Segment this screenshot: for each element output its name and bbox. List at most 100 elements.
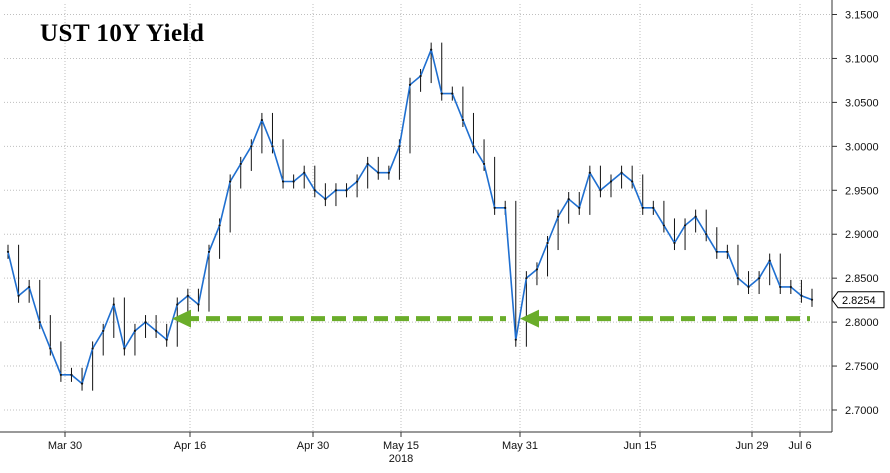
data-point	[292, 180, 295, 183]
data-point	[112, 303, 115, 306]
data-point	[493, 206, 496, 209]
series-segment	[599, 180, 612, 192]
series-segment	[176, 294, 189, 306]
series-segment	[726, 251, 739, 279]
data-point	[705, 233, 708, 236]
data-point	[715, 250, 718, 253]
x-tick-label: May 15	[383, 440, 419, 452]
series-segment	[91, 330, 105, 350]
data-point	[419, 74, 422, 78]
x-tick-label: Jun 29	[735, 440, 768, 452]
data-point	[599, 189, 602, 192]
series-segment	[514, 277, 528, 341]
y-tick-label: 2.8000	[845, 317, 879, 329]
y-tick-label: 2.9000	[845, 229, 879, 241]
series-segment	[303, 171, 316, 192]
data-point	[303, 171, 306, 174]
series-segment	[578, 171, 591, 209]
series-segment	[356, 163, 369, 183]
series-segment	[292, 171, 306, 183]
data-point	[398, 145, 401, 148]
data-point	[567, 197, 570, 201]
series-segment	[589, 171, 602, 192]
data-point	[588, 171, 591, 174]
data-point	[631, 180, 634, 183]
data-point	[17, 294, 20, 297]
data-point	[186, 294, 189, 297]
series-segment	[737, 277, 750, 288]
data-point	[281, 180, 285, 183]
data-point	[736, 277, 740, 280]
data-point	[747, 285, 750, 289]
data-point	[451, 92, 454, 95]
data-point	[662, 224, 665, 227]
data-point	[504, 206, 507, 209]
x-tick-label: Mar 30	[48, 440, 82, 452]
series-segment	[483, 163, 496, 209]
data-point	[133, 329, 137, 332]
series-segment	[271, 145, 284, 183]
series-segment	[451, 92, 464, 121]
data-point	[91, 347, 94, 350]
data-point	[758, 277, 761, 280]
series-segment	[747, 277, 760, 288]
data-point	[726, 250, 729, 253]
data-point	[207, 250, 211, 253]
data-point	[356, 180, 359, 183]
series-segment	[7, 251, 20, 297]
series-segment	[313, 189, 327, 200]
series-segment	[398, 84, 411, 148]
data-point	[440, 92, 443, 95]
series-segment	[229, 163, 242, 183]
series-segment	[419, 48, 432, 77]
series-segment	[536, 242, 549, 271]
series-segment	[525, 268, 538, 279]
data-point	[80, 382, 84, 385]
series-segment	[430, 48, 443, 95]
x-tick-label: Apr 16	[174, 440, 206, 452]
series-segment	[144, 321, 157, 332]
year-label: 2018	[389, 453, 413, 465]
series-segment	[112, 303, 126, 350]
data-point	[694, 215, 697, 218]
data-point	[102, 329, 105, 332]
series-segment	[504, 207, 517, 341]
y-tick-label: 3.1500	[845, 10, 879, 22]
data-point	[155, 329, 158, 332]
data-point	[324, 197, 327, 201]
series-segment	[790, 286, 803, 297]
data-point	[218, 224, 221, 227]
data-point	[683, 224, 687, 227]
data-point	[514, 338, 517, 341]
data-point	[345, 189, 348, 192]
series-segment	[49, 347, 62, 376]
series-segment	[123, 330, 136, 350]
y-tick-label: 2.9500	[845, 185, 879, 197]
data-point	[768, 259, 771, 262]
data-point	[123, 347, 126, 350]
data-point	[377, 171, 380, 174]
series-segment	[567, 198, 581, 209]
series-segment	[102, 303, 115, 332]
data-point	[578, 206, 581, 209]
y-tick-label: 2.7000	[845, 405, 879, 417]
support-arrow-left-head	[172, 309, 191, 328]
data-point	[59, 373, 62, 376]
series-segment	[663, 224, 676, 244]
data-point	[430, 48, 433, 51]
support-arrow-right-head	[520, 309, 539, 328]
data-point	[6, 250, 10, 253]
data-point	[652, 206, 655, 209]
series-segment	[652, 207, 665, 227]
data-point	[673, 241, 676, 245]
series-segment	[758, 259, 771, 279]
data-point	[535, 268, 539, 271]
data-point	[800, 294, 803, 297]
data-point	[408, 83, 412, 86]
data-point	[70, 373, 73, 376]
series-segment	[610, 171, 623, 183]
data-point	[28, 285, 31, 289]
data-point	[165, 338, 168, 341]
series-segment	[81, 347, 94, 385]
